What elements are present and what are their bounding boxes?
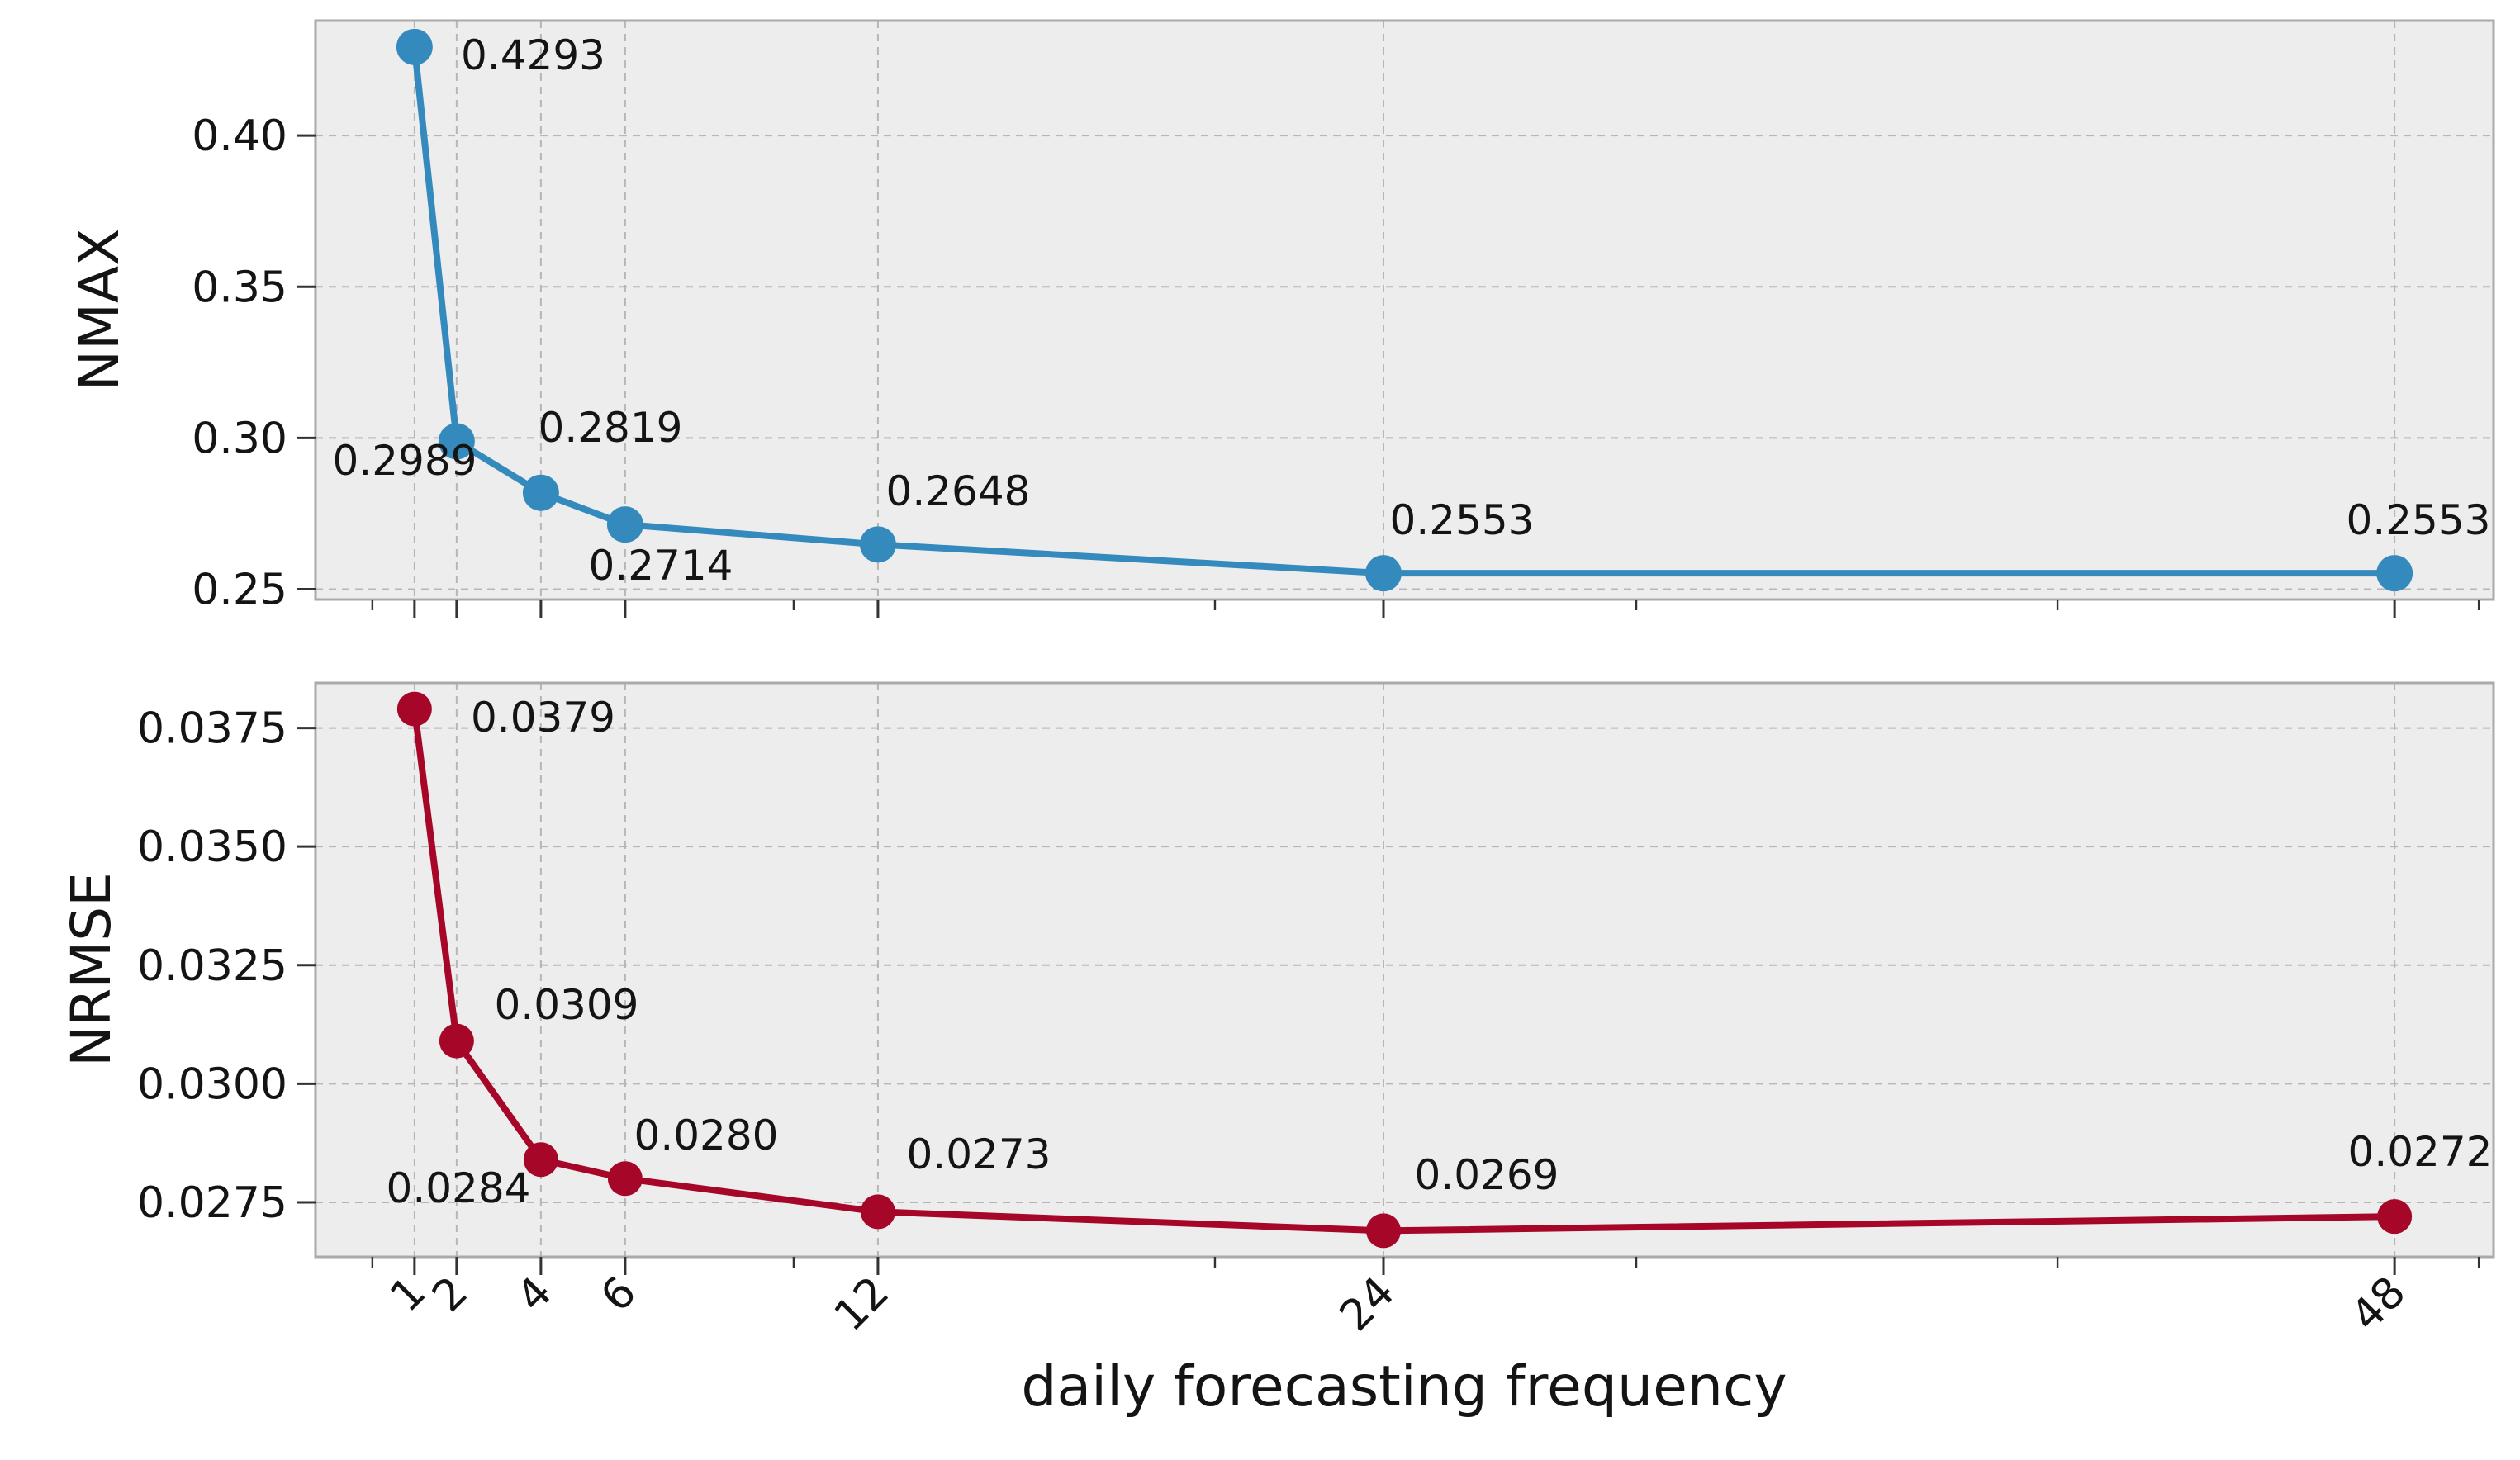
- y-tick-label: 0.0325: [137, 941, 287, 991]
- data-point-label: 0.0284: [387, 1164, 531, 1212]
- data-point: [859, 526, 896, 563]
- axes-frame: [314, 19, 2495, 601]
- data-point-label: 0.0273: [907, 1131, 1051, 1178]
- x-axis-title: daily forecasting frequency: [1021, 1354, 1787, 1420]
- data-point-label: 0.0269: [1415, 1151, 1559, 1199]
- y-axis-label: NRMSE: [59, 872, 123, 1067]
- y-tick-label: 0.0275: [137, 1178, 287, 1228]
- data-point: [439, 1023, 474, 1059]
- axes-frame: [314, 681, 2495, 1259]
- data-point-label: 0.0280: [634, 1112, 779, 1159]
- y-tick-label: 0.40: [192, 111, 287, 161]
- data-point-label: 0.4293: [461, 31, 605, 79]
- data-point-label: 0.0272: [2348, 1128, 2493, 1176]
- data-point-label: 0.2553: [2347, 496, 2491, 544]
- data-point-label: 0.2819: [539, 404, 683, 452]
- data-point: [1365, 1213, 1401, 1249]
- y-axis-label: NMAX: [68, 229, 131, 391]
- plot-area: [316, 21, 2494, 600]
- data-point: [2377, 1199, 2413, 1235]
- y-tick-label: 0.0375: [137, 704, 287, 754]
- data-point: [606, 506, 643, 543]
- plot-area: [316, 683, 2494, 1257]
- data-point: [2376, 555, 2413, 592]
- data-point-label: 0.2989: [333, 437, 477, 485]
- data-point-label: 0.2648: [886, 467, 1031, 515]
- data-point-label: 0.0379: [471, 694, 615, 742]
- data-point: [522, 474, 559, 511]
- data-point: [1364, 555, 1402, 592]
- data-point-label: 0.0309: [495, 981, 639, 1029]
- data-point: [396, 28, 433, 65]
- data-point: [438, 423, 475, 460]
- data-point: [607, 1161, 643, 1197]
- data-point-label: 0.2553: [1390, 496, 1535, 544]
- y-tick-label: 0.35: [192, 263, 287, 312]
- data-point-label: 0.2714: [589, 542, 733, 590]
- y-tick-label: 0.0350: [137, 822, 287, 872]
- y-tick-label: 0.30: [192, 414, 287, 463]
- y-tick-label: 0.25: [192, 566, 287, 615]
- y-tick-label: 0.0300: [137, 1059, 287, 1109]
- data-point: [396, 691, 432, 727]
- data-point: [860, 1194, 895, 1230]
- data-point: [523, 1142, 558, 1178]
